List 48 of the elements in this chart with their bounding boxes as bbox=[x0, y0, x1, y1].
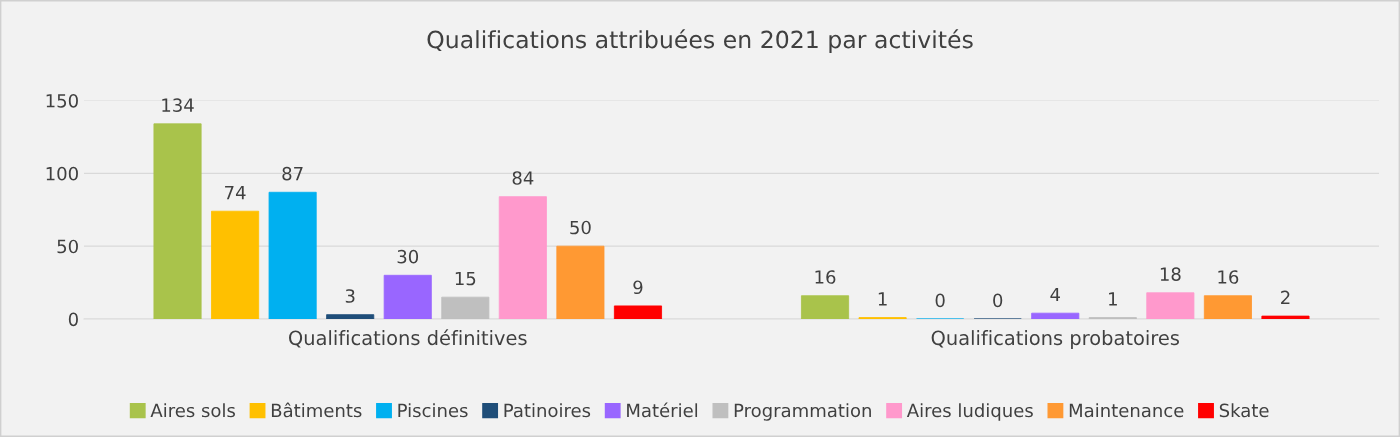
legend-label: Programmation bbox=[734, 403, 871, 421]
bar bbox=[556, 245, 605, 320]
data-label: 2 bbox=[1281, 290, 1290, 305]
data-label: 0 bbox=[935, 293, 945, 308]
chart-title: Qualifications attribuées en 2021 par activités bbox=[427, 29, 973, 53]
legend-label: Skate bbox=[1219, 403, 1269, 418]
y-tick-label: 100 bbox=[46, 166, 78, 181]
bar bbox=[268, 191, 317, 320]
bar bbox=[211, 210, 260, 320]
data-label: 1 bbox=[878, 292, 887, 306]
legend-label: Maintenance bbox=[1069, 403, 1184, 418]
bar bbox=[441, 296, 490, 320]
y-tick-label: 0 bbox=[68, 312, 78, 327]
bar bbox=[1261, 315, 1310, 320]
data-label: 16 bbox=[1218, 270, 1239, 284]
bar bbox=[326, 314, 375, 320]
data-label: 4 bbox=[1050, 287, 1060, 302]
bar bbox=[153, 123, 202, 320]
legend-label: Aires sols bbox=[150, 403, 235, 418]
data-label: 15 bbox=[455, 271, 476, 286]
bar bbox=[613, 305, 662, 320]
bar bbox=[383, 274, 432, 320]
x-tick-label: Qualifications probatoires bbox=[931, 330, 1179, 349]
legend-label: Patinoires bbox=[504, 403, 591, 418]
data-label: 30 bbox=[397, 249, 419, 264]
legend-label: Aires ludiques bbox=[906, 403, 1033, 421]
data-label: 0 bbox=[993, 293, 1003, 308]
data-label: 84 bbox=[512, 171, 534, 185]
legend-label: Bâtiments bbox=[271, 402, 362, 418]
bar bbox=[1031, 312, 1080, 320]
data-label: 87 bbox=[282, 166, 303, 181]
bar bbox=[801, 295, 850, 320]
data-label: 3 bbox=[345, 289, 355, 303]
bar bbox=[1203, 295, 1252, 320]
data-label: 50 bbox=[570, 220, 591, 235]
y-tick-label: 50 bbox=[57, 239, 78, 254]
data-label: 74 bbox=[225, 185, 246, 200]
data-label: 16 bbox=[815, 270, 836, 284]
legend-label: Matériel bbox=[627, 402, 698, 418]
data-label: 9 bbox=[633, 280, 643, 295]
data-label: 134 bbox=[162, 98, 194, 112]
data-label: 1 bbox=[1109, 292, 1117, 306]
legend-label: Piscines bbox=[398, 403, 468, 418]
bar bbox=[1146, 292, 1195, 320]
data-label: 18 bbox=[1160, 267, 1181, 281]
x-tick-label: Qualifications définitives bbox=[289, 329, 527, 348]
y-tick-label: 150 bbox=[46, 93, 78, 108]
bar bbox=[498, 196, 547, 320]
